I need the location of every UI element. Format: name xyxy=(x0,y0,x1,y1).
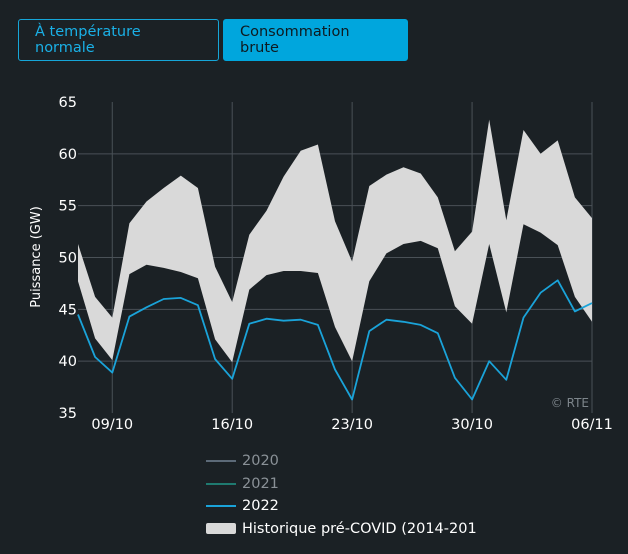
y-axis-label: Puissance (GW) xyxy=(29,206,44,308)
legend-item-2022[interactable]: 2022 xyxy=(206,495,477,518)
y-tick-label: 50 xyxy=(59,251,77,267)
legend: 2020 2021 2022 Historique pré-COVID (2014-2… xyxy=(206,450,477,540)
x-tick-label: 06/11 xyxy=(571,417,613,433)
legend-swatch xyxy=(206,460,236,463)
view-toggle: À température normale Consommation brute xyxy=(18,19,408,61)
legend-swatch xyxy=(206,523,236,535)
legend-item-2021[interactable]: 2021 xyxy=(206,473,477,496)
legend-label: 2022 xyxy=(242,498,279,515)
legend-label: 2021 xyxy=(242,475,279,492)
legend-item-2020[interactable]: 2020 xyxy=(206,450,477,473)
x-tick-label: 23/10 xyxy=(331,417,373,433)
temperature-normal-button[interactable]: À température normale xyxy=(18,19,219,61)
y-tick-label: 55 xyxy=(59,199,77,215)
x-tick-label: 30/10 xyxy=(451,417,493,433)
legend-item-hist[interactable]: Historique pré-COVID (2014-201 xyxy=(206,518,477,541)
band-historique-precovid xyxy=(78,119,592,363)
legend-label: Historique pré-COVID (2014-201 xyxy=(242,520,477,537)
raw-consumption-button[interactable]: Consommation brute xyxy=(223,19,408,61)
axis-layer: 35 40 45 50 55 60 65 09/10 16/10 23/10 30/10 06/11 xyxy=(59,95,613,433)
line-layer xyxy=(77,279,593,401)
y-tick-label: 60 xyxy=(59,147,77,163)
credit-text: © RTE xyxy=(551,396,589,410)
series-2022-line xyxy=(77,279,593,401)
band-layer xyxy=(78,119,592,363)
y-tick-label: 45 xyxy=(59,302,77,318)
y-tick-label: 40 xyxy=(59,354,77,370)
y-tick-label: 35 xyxy=(59,406,77,422)
y-tick-label: 65 xyxy=(59,95,77,111)
legend-label: 2020 xyxy=(242,453,279,470)
x-tick-label: 16/10 xyxy=(211,417,253,433)
legend-swatch xyxy=(206,482,236,485)
x-tick-label: 09/10 xyxy=(91,417,133,433)
legend-swatch xyxy=(206,505,236,508)
